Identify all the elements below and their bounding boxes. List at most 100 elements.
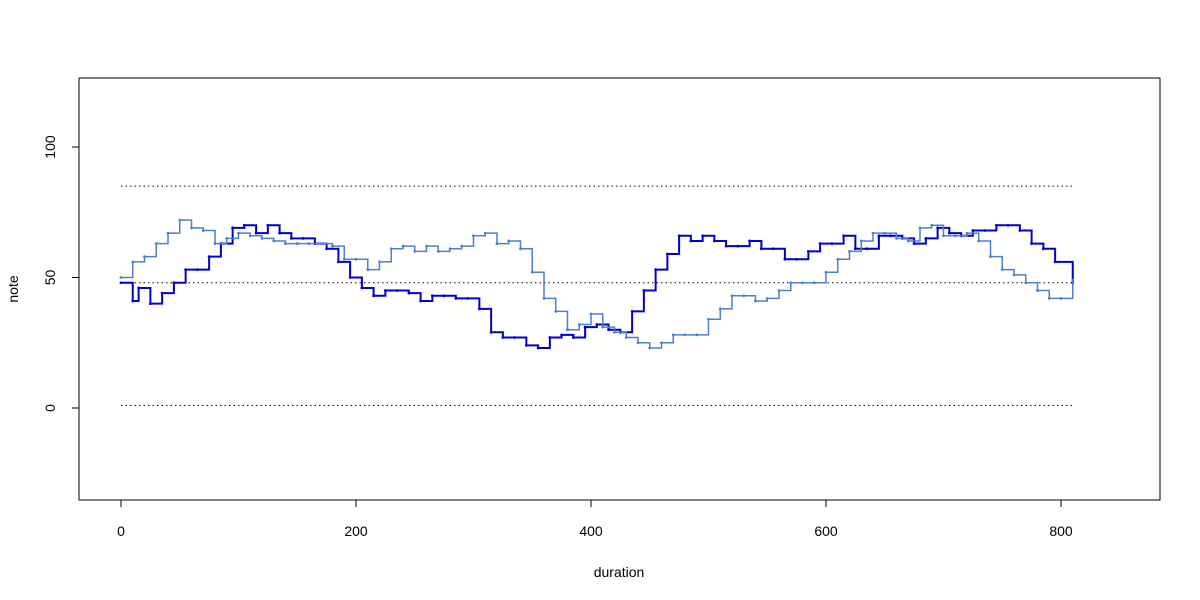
series-1-point <box>536 346 540 350</box>
series-2-point <box>871 231 875 235</box>
series-2-point <box>648 346 652 350</box>
series-1-point <box>595 323 599 326</box>
series-1-point <box>524 343 528 347</box>
series-2-point <box>225 236 229 240</box>
series-1-point <box>936 226 940 230</box>
series-2-point <box>143 255 146 259</box>
series-2-point <box>1036 289 1039 292</box>
y-tick-label: 0 <box>42 404 58 412</box>
series-1-point <box>701 234 705 238</box>
series-2-point <box>554 310 558 313</box>
series-2-point <box>378 260 381 264</box>
series-1-point <box>148 302 152 305</box>
series-1-point <box>865 247 869 251</box>
series-2-point <box>472 234 475 238</box>
series-1-point <box>548 336 552 339</box>
series-1-point <box>783 257 787 261</box>
series-2-point <box>707 317 710 321</box>
series-1-point <box>407 291 411 295</box>
series-1-point <box>254 231 258 235</box>
series-2-point <box>154 242 158 245</box>
series-1-point <box>242 223 246 227</box>
series-2-point <box>1012 273 1016 277</box>
data-series-layer <box>119 218 1075 350</box>
series-1-point <box>724 244 728 248</box>
series-2-point <box>883 231 887 235</box>
series-2-point <box>1071 278 1075 282</box>
series-2-point <box>448 247 452 251</box>
series-2-point <box>331 244 334 248</box>
series-2-point <box>284 242 287 245</box>
series-1-point <box>137 286 141 290</box>
series-2-point <box>307 242 311 245</box>
series-2-point <box>589 312 593 316</box>
series-2-point <box>436 250 440 253</box>
series-2-point <box>577 323 581 326</box>
series-1-point <box>383 289 387 292</box>
series-2-point <box>895 236 898 240</box>
series-1-point <box>372 294 376 298</box>
series-2-point <box>1059 296 1063 300</box>
series-1-point <box>360 286 364 290</box>
series-1-step-line <box>121 224 1074 349</box>
series-2-point <box>119 276 123 279</box>
series-2-point <box>624 336 628 339</box>
series-1-point <box>853 247 857 251</box>
series-2-point <box>342 257 346 261</box>
series-2-point <box>178 218 182 222</box>
series-2-point <box>930 223 934 227</box>
series-1-point <box>419 299 423 303</box>
series-2-point <box>671 333 675 337</box>
series-2-point <box>965 231 969 235</box>
x-tick-label: 0 <box>117 523 125 539</box>
series-1-point <box>830 242 834 245</box>
y-tick-label: 100 <box>42 135 58 159</box>
series-1-point <box>1041 247 1045 251</box>
series-2-point <box>1047 296 1051 300</box>
series-1-point <box>513 336 517 339</box>
series-1-point <box>665 252 669 256</box>
series-1-point <box>207 255 211 259</box>
series-1-point <box>689 239 693 243</box>
series-1-point <box>889 234 893 238</box>
series-1-point <box>842 234 846 238</box>
y-axis-label: note <box>5 275 21 302</box>
series-1-point <box>795 257 799 261</box>
series-1-point <box>325 247 329 251</box>
x-tick-label: 400 <box>579 523 603 539</box>
series-2-point <box>859 239 863 243</box>
series-2-point <box>660 341 663 345</box>
series-1-point <box>395 289 399 292</box>
series-2-point <box>507 239 511 243</box>
series-1-point <box>912 242 916 245</box>
series-2-point <box>190 226 193 230</box>
x-tick-label: 800 <box>1049 523 1073 539</box>
series-1-point <box>266 223 270 227</box>
series-2-point <box>730 294 734 298</box>
series-1-point <box>806 250 810 253</box>
series-1-point <box>947 231 951 235</box>
series-1-point <box>430 294 434 298</box>
series-2-point <box>953 234 957 238</box>
x-tick-label: 200 <box>344 523 368 539</box>
series-1-point <box>571 336 575 339</box>
series-1-point <box>466 296 470 300</box>
series-2-point <box>742 294 746 298</box>
series-1-point <box>818 242 822 245</box>
series-2-point <box>131 260 135 264</box>
series-2-point <box>989 255 992 259</box>
series-2-point <box>566 328 569 332</box>
series-2-point <box>789 281 793 285</box>
series-2-point <box>237 231 240 235</box>
series-2-point <box>636 341 640 345</box>
series-2-point <box>754 299 757 303</box>
series-1-point <box>583 325 587 329</box>
series-1-point <box>736 244 740 248</box>
series-1-point <box>489 330 493 334</box>
x-tick-label: 600 <box>814 523 838 539</box>
series-1-point <box>1030 242 1034 245</box>
series-2-point <box>918 226 922 230</box>
reference-lines <box>121 185 1073 406</box>
series-2-point <box>201 229 205 232</box>
